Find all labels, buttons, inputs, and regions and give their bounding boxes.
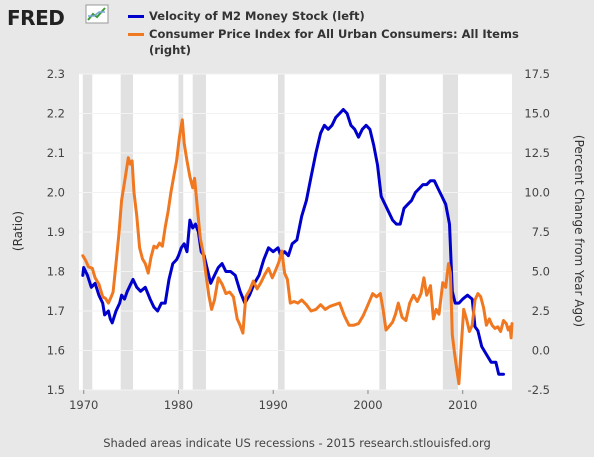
fred-logo: FRED (7, 6, 65, 30)
series-line-cpi (81, 118, 514, 386)
x-tick: 1970 (69, 398, 98, 412)
y-tick-left: 1.6 (47, 344, 65, 358)
x-tick: 1980 (164, 398, 193, 412)
y-tick-left: 2.0 (47, 186, 65, 200)
y-axis-label-left: (Ratio) (11, 211, 25, 251)
y-tick-right: 0.0 (532, 344, 550, 358)
legend-label-velocity: Velocity of M2 Money Stock (left) (149, 9, 365, 23)
y-tick-left: 2.1 (47, 146, 65, 160)
y-tick-left: 1.9 (47, 225, 65, 239)
y-axis-label-right: (Percent Change from Year Ago) (572, 135, 586, 327)
footer-note: Shaded areas indicate US recessions - 20… (103, 436, 491, 450)
legend-label-cpi: Consumer Price Index for All Urban Consu… (149, 27, 519, 41)
x-tick: 1990 (259, 398, 288, 412)
legend-label-cpi-right: (right) (149, 43, 192, 57)
y-tick-right: 2.5 (532, 304, 550, 318)
x-tick: 2010 (448, 398, 477, 412)
chart-canvas: 1.5 1.6 1.7 1.8 1.9 2.0 2.1 2.2 2.3 -2.5 0.0 2.5 5.0… (11, 67, 586, 412)
y-tick-left: 1.8 (47, 265, 65, 279)
y-tick-left: 2.3 (47, 67, 65, 81)
x-tick: 2000 (353, 398, 382, 412)
y-tick-left: 1.7 (47, 304, 65, 318)
y-tick-right: 10.0 (524, 186, 550, 200)
y-tick-right: 5.0 (532, 265, 550, 279)
y-tick-right: 7.5 (532, 225, 550, 239)
legend-swatch-velocity (128, 15, 144, 18)
legend-swatch-cpi (128, 33, 144, 36)
y-tick-right: 17.5 (524, 67, 550, 81)
trend-chart-icon (85, 4, 109, 24)
y-tick-left: 2.2 (47, 107, 65, 121)
y-tick-left: 1.5 (47, 383, 65, 397)
y-tick-right: 15.0 (524, 107, 550, 121)
y-tick-right: 12.5 (524, 146, 550, 160)
y-tick-right: -2.5 (528, 383, 550, 397)
